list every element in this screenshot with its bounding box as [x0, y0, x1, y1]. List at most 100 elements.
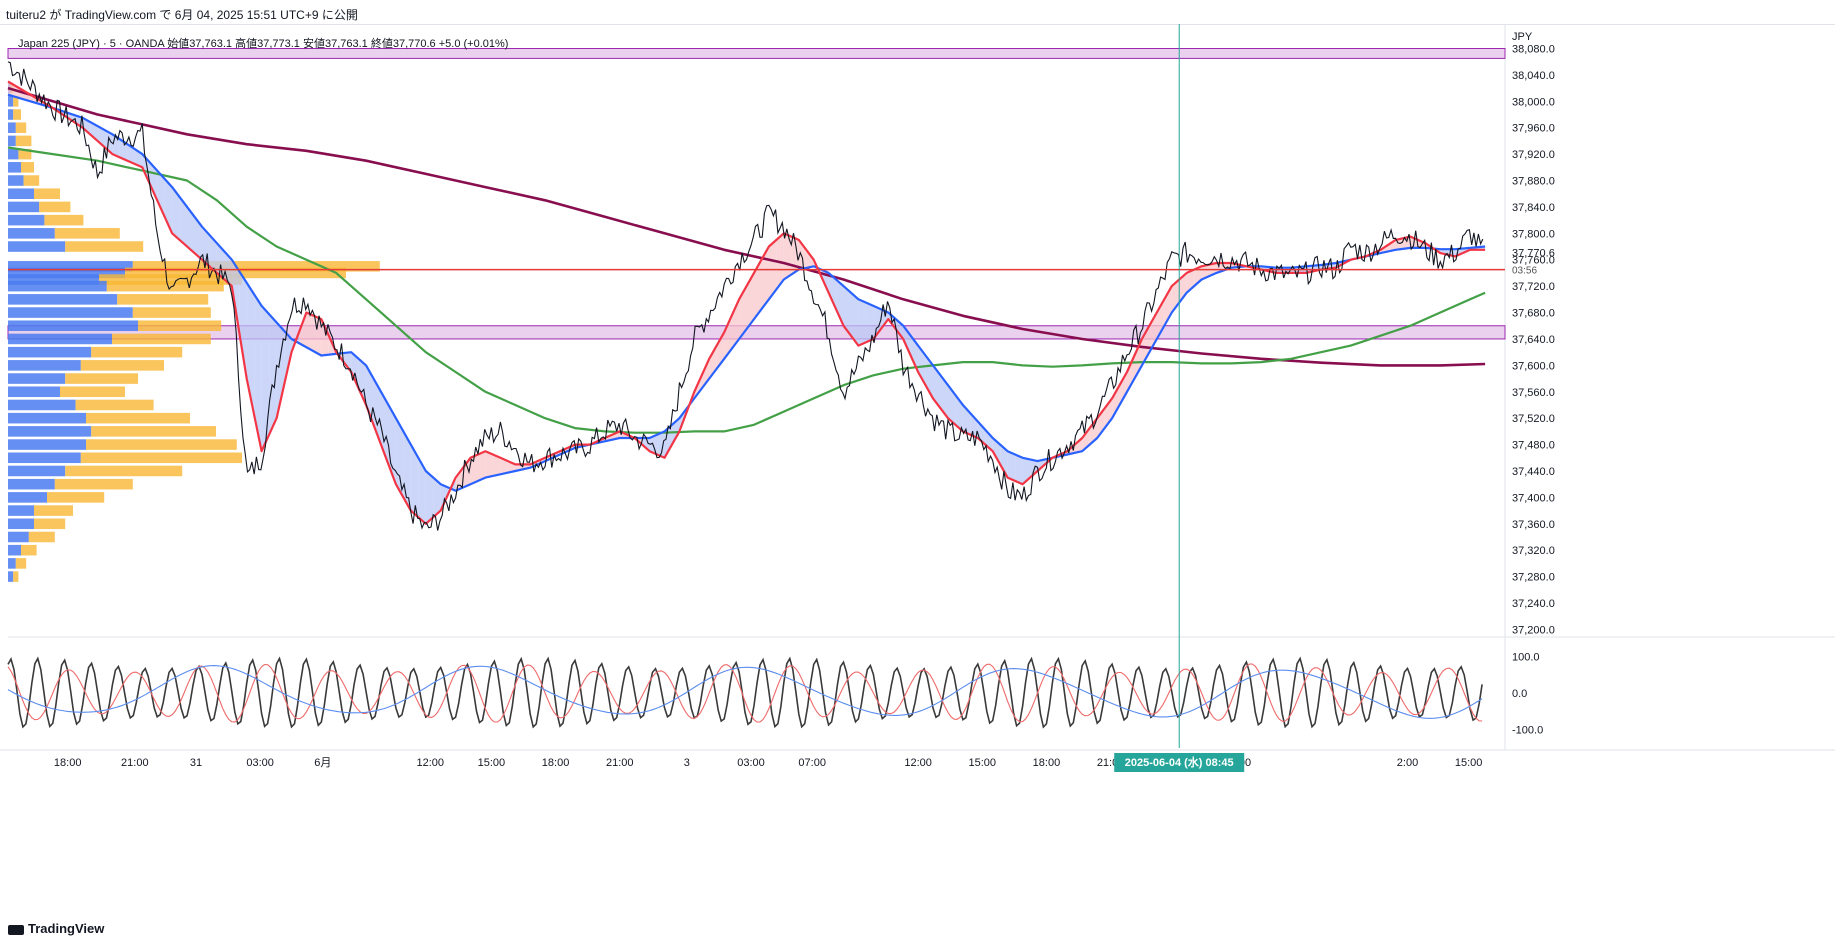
legend-close-label: 終値 [370, 38, 393, 50]
ribbon-segment [947, 385, 956, 425]
volume-bar-up-15 [86, 439, 237, 450]
ribbon-segment [754, 259, 762, 320]
oscillator-pane [7, 656, 1483, 729]
legend-change: +5.0 (+0.01%) [438, 38, 509, 50]
ribbon-segment [1030, 459, 1038, 478]
legend-low: 37,763.1 [324, 38, 368, 50]
ribbon-segment [731, 299, 740, 349]
volume-bar-up-13 [86, 412, 190, 424]
ma-long-line [7, 86, 1486, 367]
time-tick-label: 12:00 [416, 757, 444, 769]
publish-caption-bar: tuiteru2 が TradingView.com で 6月 04, 2025… [0, 0, 1835, 26]
ma-slow-line [7, 146, 1486, 434]
ribbon-segment [261, 305, 270, 452]
ribbon-segment [321, 319, 329, 356]
price-tick-label: 37,320.0 [1512, 545, 1555, 557]
volume-bar-up-23 [21, 544, 37, 556]
time-tick-label: 03:00 [737, 757, 765, 769]
ribbon-segment [433, 477, 441, 518]
time-tick-label: 6月 [314, 757, 331, 769]
ribbon-segment [216, 243, 225, 280]
ribbon-segment [895, 319, 904, 339]
price-tick-label: 37,800.0 [1512, 228, 1555, 240]
last-price-label: 37,770.6 [1512, 248, 1555, 260]
ribbon-segment [992, 437, 1001, 465]
volume-bar-down-26 [8, 241, 66, 252]
time-tick-label: 07:00 [798, 757, 826, 769]
time-tick-label: 18:00 [1033, 757, 1061, 769]
volume-bar-down-25 [8, 571, 14, 582]
price-tick-label: 38,040.0 [1512, 70, 1555, 82]
volume-bar-up-28 [44, 214, 84, 226]
time-tick-label: 31 [190, 757, 202, 769]
grid [0, 24, 1835, 751]
volume-bar-up-3 [106, 280, 224, 292]
chart-frame [0, 24, 1835, 917]
oscillator-line-0 [7, 656, 1483, 729]
ribbon-segment [179, 197, 188, 247]
price-tick-label: 37,200.0 [1512, 624, 1555, 636]
ribbon-segment [492, 454, 501, 476]
moving-averages [7, 61, 1486, 531]
volume-bar-down-34 [8, 135, 16, 147]
ribbon-segment [470, 454, 478, 485]
volume-bar-down-23 [8, 544, 21, 556]
symbol-legend: Japan 225 (JPY) · 5 · OANDA 始値37,763.1 高… [18, 35, 508, 51]
time-tick-label: 18:00 [54, 757, 82, 769]
crosshair-time-label: 2025-06-04 (水) 08:45 [1125, 755, 1234, 769]
ribbon-segment [880, 309, 889, 330]
volume-bar-down-5 [8, 307, 133, 318]
time-tick-label: 03:00 [246, 757, 274, 769]
ribbon-segment [940, 375, 948, 419]
price-tick-label: 37,920.0 [1512, 149, 1555, 161]
ribbon-segment [1179, 272, 1187, 303]
volume-bar-down-36 [8, 109, 14, 120]
volume-bar-up-20 [34, 505, 73, 516]
price-tick-label: 37,240.0 [1512, 598, 1555, 610]
price-tick-label: 38,080.0 [1512, 44, 1555, 56]
volume-bar-up-18 [54, 478, 133, 490]
volume-bar-up-37 [13, 96, 19, 107]
volume-bar-up-7 [112, 333, 211, 345]
ribbon-segment [806, 249, 814, 268]
ribbon-segment [425, 470, 434, 524]
tradingview-logo[interactable]: TradingView [8, 921, 104, 936]
volume-bar-up-21 [34, 518, 66, 530]
ribbon-segment [381, 391, 389, 465]
ribbon-segment [858, 299, 866, 346]
time-tick-label: 3 [684, 757, 690, 769]
ribbon-segment [388, 404, 396, 485]
footer: TradingView [0, 916, 1835, 940]
ribbon-segment [172, 187, 180, 240]
volume-bar-down-18 [8, 478, 55, 490]
oscillator-tick-label: 0.0 [1512, 688, 1527, 700]
time-tick-label: 2:00 [1397, 757, 1418, 769]
price-tick-label: 37,760.0 [1512, 255, 1555, 267]
price-tick-label: 37,440.0 [1512, 466, 1555, 478]
volume-bar-down-35 [8, 122, 16, 133]
zone-1 [7, 325, 1506, 340]
volume-bar-up-0 [132, 261, 380, 272]
volume-bar-down-17 [8, 465, 66, 477]
legend-symbol: Japan 225 (JPY) · 5 · OANDA [18, 38, 165, 50]
ribbon-segment [1000, 444, 1008, 478]
volume-bar-down-31 [8, 175, 24, 186]
ribbon-segment [1022, 457, 1031, 485]
legend-low-label: 安値 [302, 38, 325, 50]
ribbon-segment [783, 233, 792, 280]
oscillator-tick-label: -100.0 [1512, 725, 1543, 737]
volume-bar-down-0 [8, 261, 133, 272]
volume-bar-down-16 [8, 452, 81, 464]
volume-bar-down-13 [8, 412, 86, 424]
publish-caption: tuiteru2 が TradingView.com で 6月 04, 2025… [6, 8, 358, 22]
legend-open: 37,763.1 [189, 38, 233, 50]
ribbon-segment [477, 451, 486, 481]
ribbon-segment [933, 365, 941, 409]
volume-bar-up-14 [91, 426, 216, 437]
price-tick-label: 37,400.0 [1512, 492, 1555, 504]
volume-bar-down-21 [8, 518, 34, 530]
ribbon-segment [865, 302, 874, 343]
time-tick-label: 12:00 [904, 757, 932, 769]
